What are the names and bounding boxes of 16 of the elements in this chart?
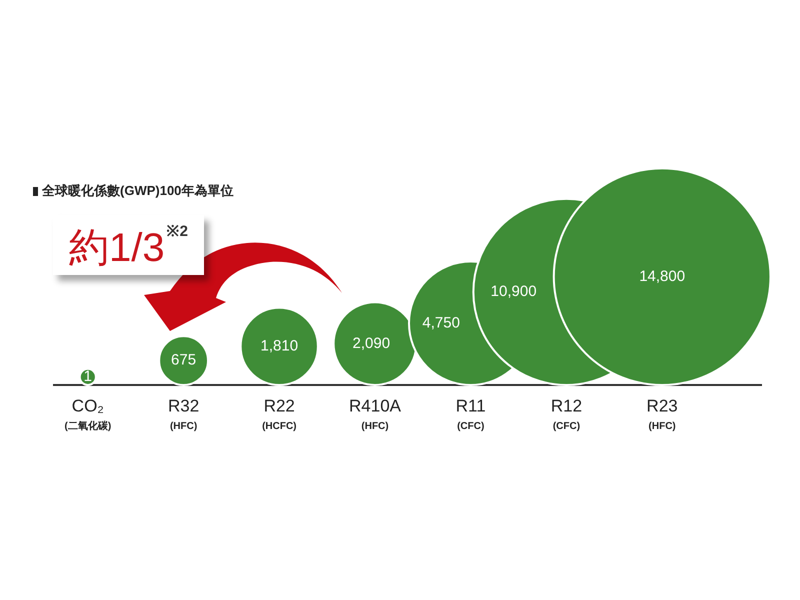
category-label: R23 (HFC)	[646, 396, 678, 432]
data-label: 10,900	[490, 283, 537, 300]
category-label: R22 (HCFC)	[262, 396, 297, 432]
category-label: R32 (HFC)	[168, 396, 200, 432]
text: 全球暖化係數(GWP)100年為單位	[42, 182, 234, 200]
category-label: R410A (HFC)	[349, 396, 402, 432]
category-label: R12 (CFC)	[550, 396, 582, 432]
data-label: 14,800	[639, 268, 686, 285]
text: 約1/3$^{※2}$	[69, 223, 188, 270]
category-label: CO₂ (二氧化碳)	[64, 396, 112, 432]
category-label: R11 (CFC)	[456, 396, 486, 432]
data-label: 2,090	[352, 334, 390, 352]
data-label: 675	[171, 352, 196, 369]
data-label: 1,810	[260, 338, 298, 355]
data-label: 1	[84, 368, 92, 386]
data-label: 4,750	[422, 314, 460, 332]
